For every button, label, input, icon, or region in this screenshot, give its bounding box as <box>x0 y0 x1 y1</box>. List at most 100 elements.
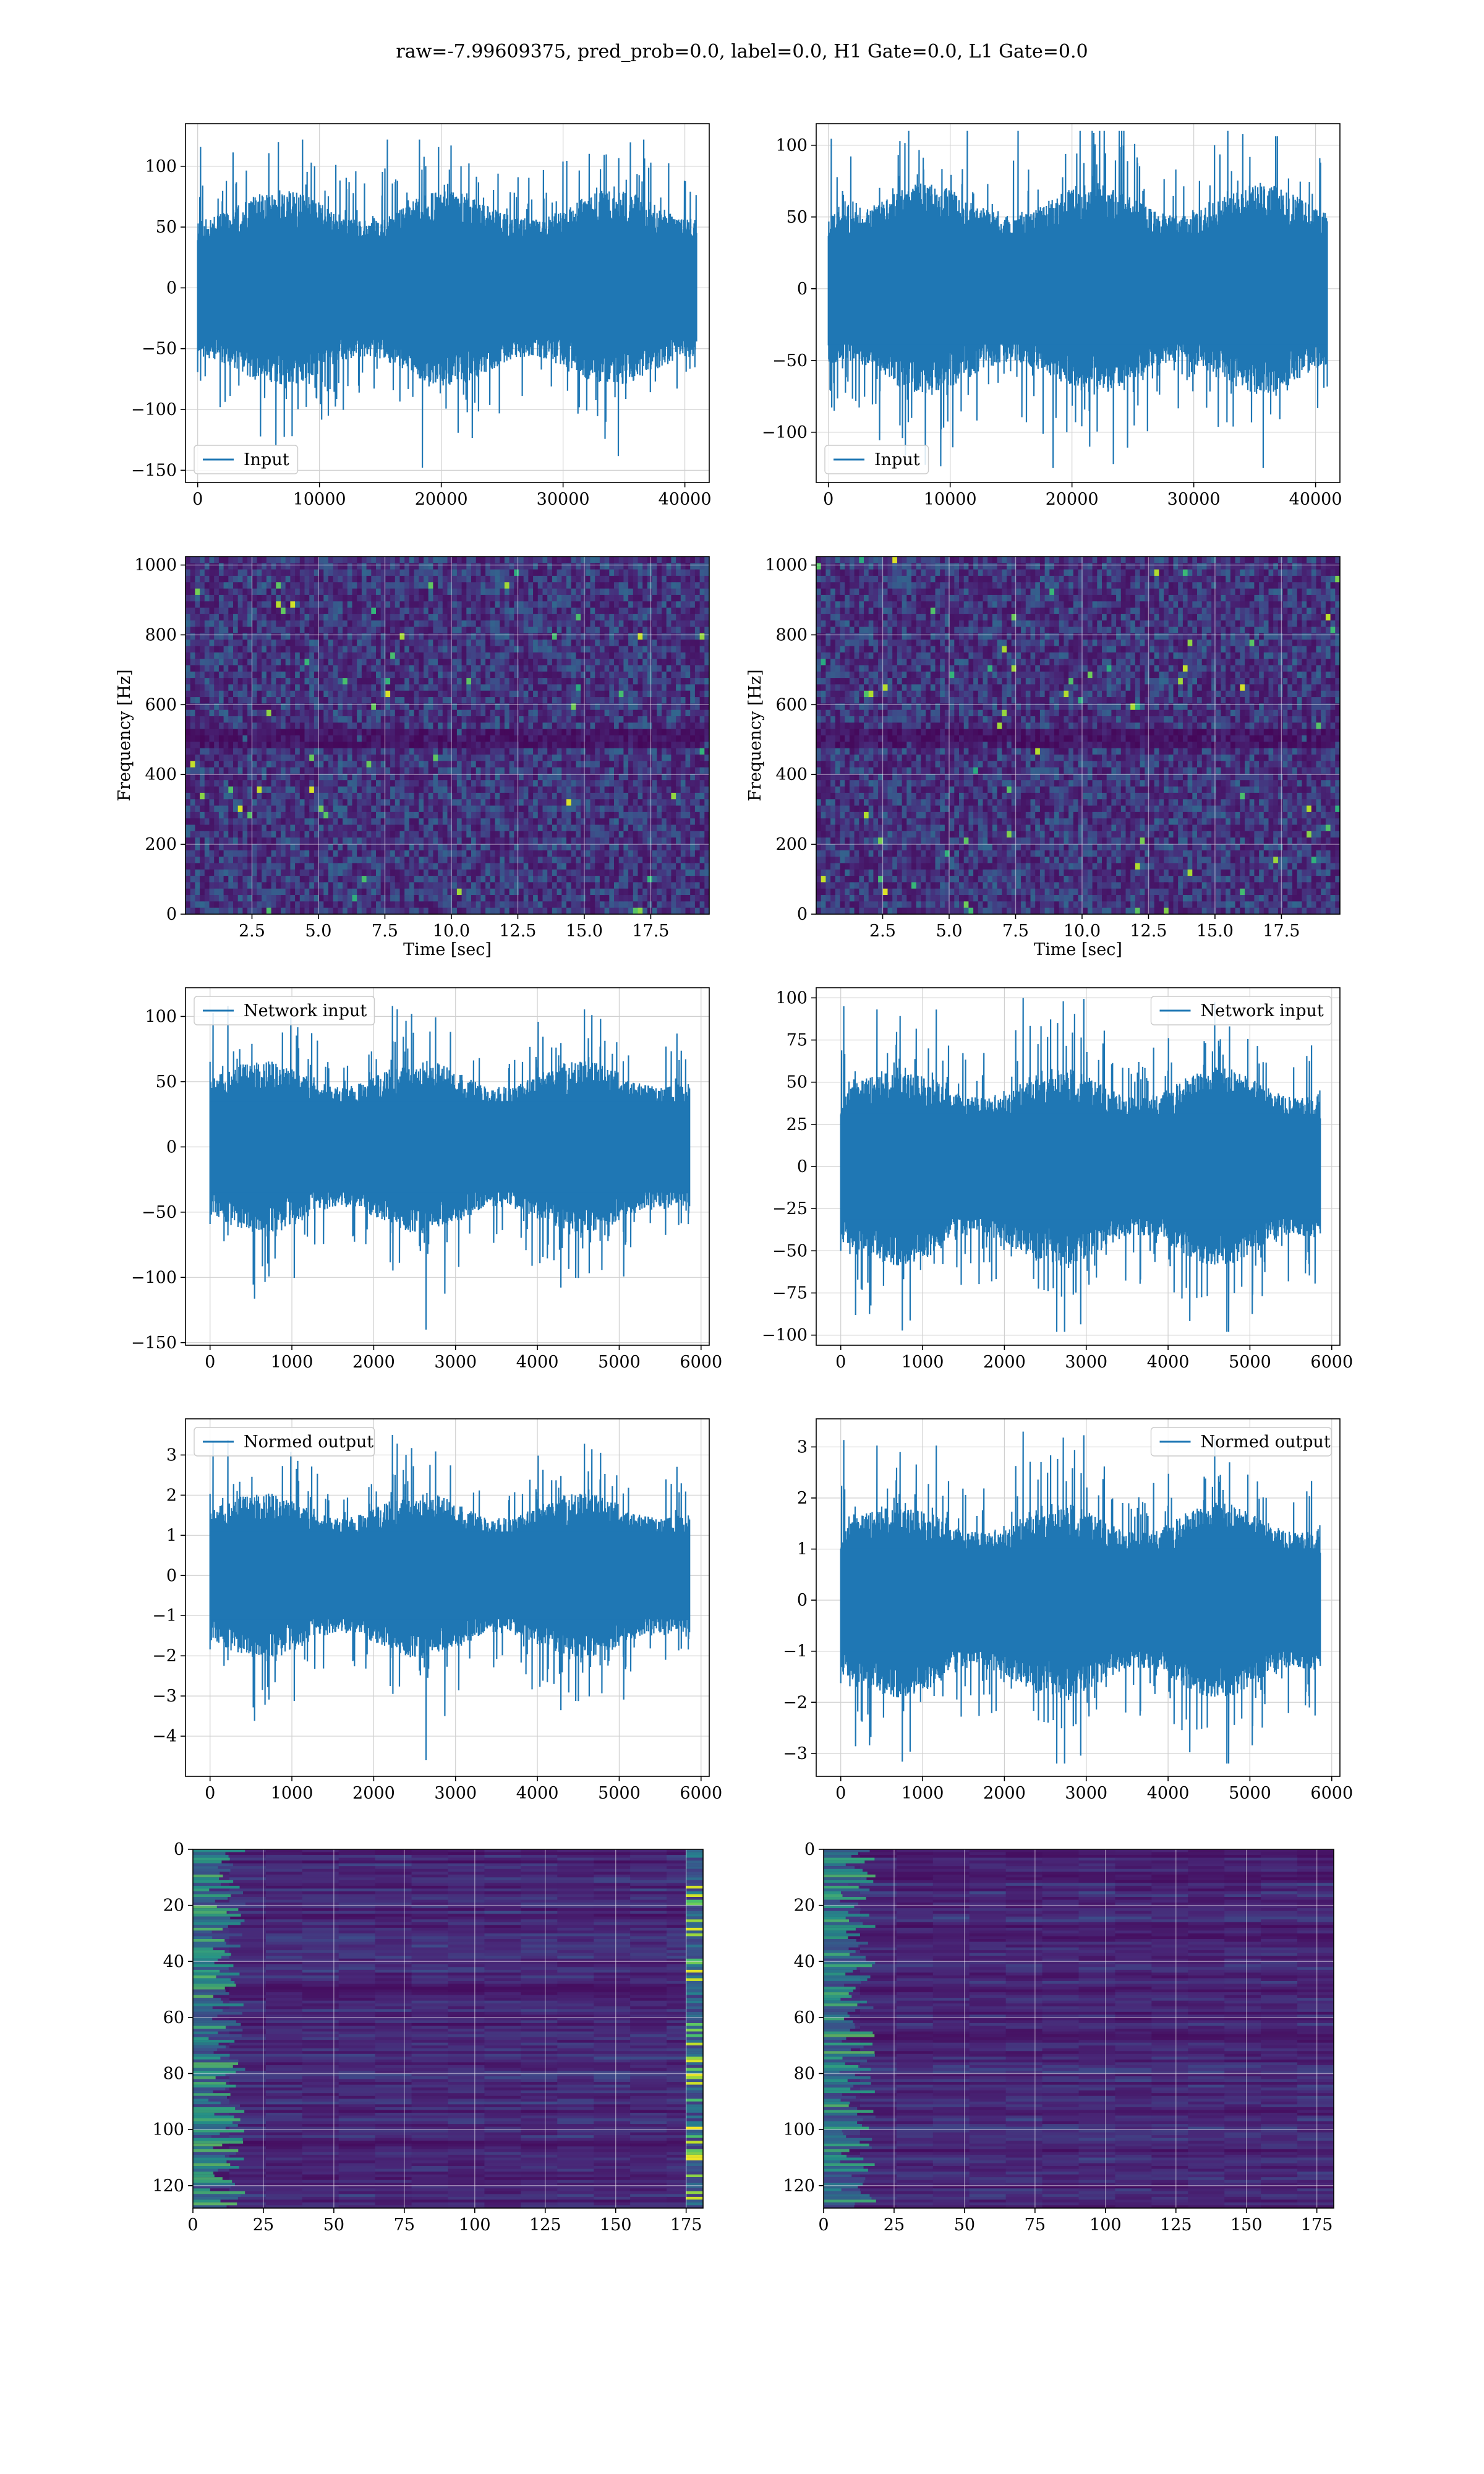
heatmap-cell <box>186 742 191 749</box>
heatmap-cell <box>504 588 510 596</box>
heatmap-cell <box>399 907 405 914</box>
heatmap-cell <box>299 722 305 730</box>
heatmap-cell <box>299 594 305 602</box>
heatmap-cell <box>257 780 262 787</box>
heatmap-cell <box>352 659 357 666</box>
heatmap-cell <box>581 780 586 787</box>
heatmap-cell <box>475 652 482 659</box>
heatmap-cell <box>237 690 244 698</box>
heatmap-cell <box>333 557 339 564</box>
heatmap-cell <box>380 633 386 640</box>
heatmap-cell <box>247 811 253 819</box>
heatmap-cell <box>471 742 477 749</box>
heatmap-cell <box>414 850 419 857</box>
heatmap-cell <box>394 659 401 666</box>
heatmap-cell <box>414 557 419 564</box>
heatmap-cell <box>323 569 329 576</box>
heatmap-cell <box>547 767 553 774</box>
heatmap-cell <box>404 735 410 743</box>
heatmap-cell <box>186 888 191 896</box>
heatmap-cell <box>366 735 372 743</box>
heatmap-cell <box>514 646 519 653</box>
heatmap-cell <box>347 563 353 570</box>
heatmap-cell <box>214 876 220 883</box>
heatmap-cell <box>480 901 486 909</box>
heatmap-cell <box>500 633 505 640</box>
heatmap-cell <box>252 767 258 774</box>
heatmap-cell <box>523 748 529 755</box>
heatmap-cell <box>466 671 472 678</box>
heatmap-cell <box>585 863 591 870</box>
heatmap-cell <box>266 703 272 711</box>
heatmap-cell <box>424 716 429 724</box>
heatmap-cell <box>533 869 539 876</box>
heatmap-cell <box>552 588 558 596</box>
heatmap-cell <box>556 824 562 832</box>
heatmap-cell <box>533 735 539 743</box>
heatmap-cell <box>299 857 305 864</box>
heatmap-cell <box>352 895 357 902</box>
heatmap-cell <box>262 780 267 787</box>
heatmap-cell <box>299 742 305 749</box>
heatmap-cell <box>509 716 514 724</box>
heatmap-cell <box>214 620 220 628</box>
heatmap-cell <box>385 709 391 717</box>
heatmap-cell <box>581 582 586 589</box>
heatmap-cell <box>442 811 448 819</box>
heatmap-cell <box>509 857 514 864</box>
heatmap-cell <box>581 850 586 857</box>
heatmap-cell <box>428 563 434 570</box>
heatmap-cell <box>266 869 272 876</box>
heatmap-cell <box>200 767 205 774</box>
heatmap-cell <box>247 805 253 813</box>
heatmap-cell <box>504 640 510 647</box>
heatmap-cell <box>343 690 348 698</box>
heatmap-cell <box>328 799 334 807</box>
heatmap-cell <box>361 767 367 774</box>
heatmap-cell <box>504 767 510 774</box>
heatmap-cell <box>471 748 477 755</box>
heatmap-cell <box>480 557 486 564</box>
heatmap-cell <box>466 786 472 794</box>
heatmap-cell <box>328 697 334 704</box>
heatmap-cell <box>556 831 562 838</box>
heatmap-cell <box>509 907 514 914</box>
heatmap-cell <box>247 569 253 576</box>
heatmap-cell <box>409 811 415 819</box>
heatmap-cell <box>581 709 586 717</box>
heatmap-cell <box>509 824 514 832</box>
heatmap-cell <box>461 857 467 864</box>
heatmap-cell <box>590 742 595 749</box>
heatmap-cell <box>537 557 544 564</box>
heatmap-cell <box>475 850 482 857</box>
heatmap-cell <box>285 729 291 736</box>
heatmap-cell <box>490 684 496 691</box>
heatmap-cell <box>257 716 262 724</box>
heatmap-cell <box>452 709 458 717</box>
heatmap-cell <box>200 697 205 704</box>
heatmap-cell <box>200 761 205 768</box>
heatmap-cell <box>237 831 244 838</box>
heatmap-cell <box>247 742 253 749</box>
heatmap-cell <box>290 652 296 659</box>
heatmap-cell <box>571 831 577 838</box>
heatmap-cell <box>523 780 529 787</box>
heatmap-cell <box>366 665 372 672</box>
heatmap-cell <box>361 684 367 691</box>
heatmap-cell <box>514 735 519 743</box>
heatmap-cell <box>247 754 253 761</box>
heatmap-cell <box>318 742 324 749</box>
heatmap-cell <box>376 588 382 596</box>
heatmap-cell <box>442 882 448 889</box>
heatmap-cell <box>419 767 424 774</box>
heatmap-cell <box>509 594 514 602</box>
heatmap-cell <box>409 767 415 774</box>
heatmap-cell <box>338 748 343 755</box>
heatmap-cell <box>523 799 529 807</box>
heatmap-cell <box>271 640 276 647</box>
heatmap-cell <box>566 709 572 717</box>
heatmap-cell <box>247 697 253 704</box>
heatmap-cell <box>394 716 401 724</box>
heatmap-cell <box>480 640 486 647</box>
heatmap-cell <box>333 722 339 730</box>
